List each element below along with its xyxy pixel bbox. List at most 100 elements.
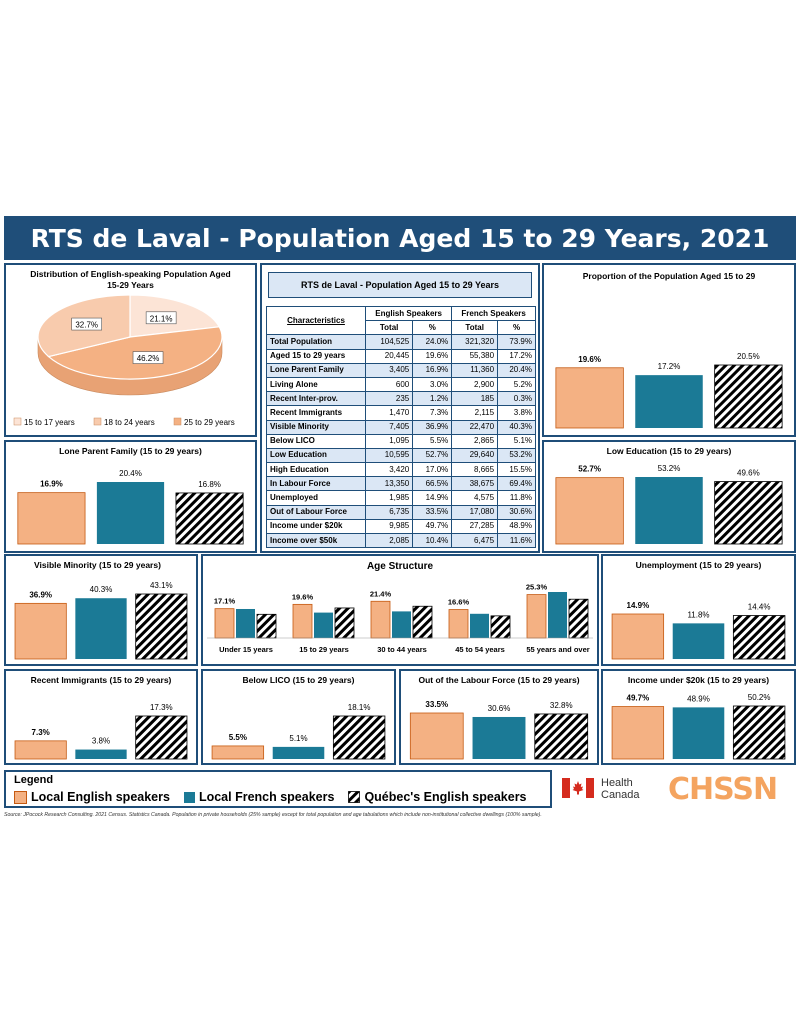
table-cell-fr-total: 6,475 xyxy=(451,532,499,549)
age-data-label: 25.3% xyxy=(526,583,548,592)
table-cell-en-pct: 1.2% xyxy=(412,391,453,407)
data-label: 16.9% xyxy=(40,480,63,489)
proportion-panel: Proportion of the Population Aged 15 to … xyxy=(542,263,796,437)
recent-immigrants-chart: 7.3% 3.8% 17.3% xyxy=(14,703,188,760)
table-cell-fr-total: 2,900 xyxy=(451,376,499,393)
bar-quebec xyxy=(135,593,188,660)
data-label: 5.1% xyxy=(289,734,307,743)
table-cell-en-pct: 19.6% xyxy=(412,348,453,364)
health-canada-line1: Health xyxy=(601,777,633,789)
visible-minority-title: Visible Minority (15 to 29 years) xyxy=(34,560,161,570)
pie-legend-swatch xyxy=(13,417,22,426)
table-cell-fr-total: 11,360 xyxy=(451,362,499,378)
bar-english xyxy=(211,745,265,760)
below-lico-chart: 5.5% 5.1% 18.1% xyxy=(211,703,386,760)
low-education-title: Low Education (15 to 29 years) xyxy=(606,446,732,456)
legend-quebec-label: Québec's English speakers xyxy=(364,790,527,804)
table-cell-fr-pct: 73.9% xyxy=(497,334,536,350)
low-education-panel: Low Education (15 to 29 years) 52.7% 53.2… xyxy=(542,440,796,553)
age-bar-french xyxy=(392,611,411,638)
table-cell-label: Low Education xyxy=(266,447,366,464)
table-row: Total Population 104,525 24.0% 321,320 73.9% xyxy=(266,334,536,350)
table-cell-en-pct: 49.7% xyxy=(412,518,453,535)
table-cell-en-pct: 10.4% xyxy=(412,532,453,549)
table-cell-fr-pct: 0.3% xyxy=(497,391,536,407)
bar-english xyxy=(611,613,665,660)
proportion-title: Proportion of the Population Aged 15 to … xyxy=(582,271,756,281)
table-row: Out of Labour Force 6,735 33.5% 17,080 30.6% xyxy=(266,504,536,520)
table-cell-label: Total Population xyxy=(266,334,366,350)
pie-legend-swatch xyxy=(173,417,182,426)
table-cell-en-total: 20,445 xyxy=(364,348,414,364)
bar-quebec xyxy=(175,492,244,545)
table-cell-fr-pct: 17.2% xyxy=(497,348,536,364)
pie-legend-label: 15 to 17 years xyxy=(24,418,75,427)
table-cell-fr-pct: 40.3% xyxy=(497,419,536,435)
table-cell-en-total: 235 xyxy=(364,391,414,407)
unemployment-title: Unemployment (15 to 29 years) xyxy=(635,560,762,570)
table-cell-en-total: 3,420 xyxy=(364,462,414,478)
legend: Legend Local English speakers Local Fren… xyxy=(4,770,552,808)
legend-french-swatch xyxy=(183,791,195,803)
age-data-label: 17.1% xyxy=(214,597,236,606)
table-cell-en-total: 600 xyxy=(364,376,414,393)
pie-panel: Distribution of English-speaking Populat… xyxy=(4,263,257,437)
table-cell-en-total: 9,985 xyxy=(364,518,414,535)
out-labour-panel: Out of the Labour Force (15 to 29 years)… xyxy=(399,669,599,765)
table-cell-fr-pct: 3.8% xyxy=(497,405,536,421)
table-cell-fr-total: 4,575 xyxy=(451,490,499,506)
table-cell-fr-total: 17,080 xyxy=(451,504,499,520)
data-label: 14.9% xyxy=(627,601,650,610)
health-canada-logo: Health Canada xyxy=(601,777,640,801)
col-fr-pct: % xyxy=(497,320,536,336)
age-structure-chart: 17.1% Under 15 years 19.6% 15 to 29 years 21… xyxy=(207,583,593,654)
proportion-chart: 19.6% 17.2% 20.5% xyxy=(555,352,783,429)
table-cell-en-pct: 24.0% xyxy=(412,334,453,350)
table-cell-en-pct: 36.9% xyxy=(412,419,453,435)
age-bar-quebec xyxy=(334,607,355,639)
table-cell-fr-total: 55,380 xyxy=(451,348,499,364)
bar-quebec xyxy=(732,705,786,760)
income-20k-panel: Income under $20k (15 to 29 years) 49.7%… xyxy=(601,669,796,765)
chssn-logo: CHSSN xyxy=(668,772,778,807)
pie-data-label: 21.1% xyxy=(150,314,173,323)
table-cell-label: Out of Labour Force xyxy=(266,504,366,520)
data-label: 52.7% xyxy=(578,465,601,474)
data-label: 20.4% xyxy=(119,469,142,478)
table-cell-fr-total: 38,675 xyxy=(451,476,499,492)
lone-parent-panel: Lone Parent Family (15 to 29 years) 16.9… xyxy=(4,440,257,553)
table-cell-en-total: 104,525 xyxy=(364,334,414,350)
table-cell-fr-pct: 53.2% xyxy=(497,447,536,464)
table-cell-fr-pct: 69.4% xyxy=(497,476,536,492)
pie-legend-label: 25 to 29 years xyxy=(184,418,235,427)
table-cell-fr-pct: 5.2% xyxy=(497,376,536,393)
table-cell-label: Lone Parent Family xyxy=(266,362,366,378)
table-cell-label: In Labour Force xyxy=(266,476,366,492)
table-cell-label: Income under $20k xyxy=(266,518,366,535)
age-category-label: 15 to 29 years xyxy=(299,645,349,654)
bar-french xyxy=(472,716,526,759)
data-label: 40.3% xyxy=(90,585,113,594)
infographic: RTS de Laval - Population Aged 15 to 29 … xyxy=(4,216,796,820)
table-cell-label: Income over $50k xyxy=(266,532,366,549)
out-labour-chart: 33.5% 30.6% 32.8% xyxy=(409,700,589,760)
table-row: Visible Minority 7,405 36.9% 22,470 40.3% xyxy=(266,419,536,435)
table-row: In Labour Force 13,350 66.5% 38,675 69.4% xyxy=(266,476,536,492)
table-cell-fr-total: 2,865 xyxy=(451,433,499,449)
age-bar-english xyxy=(214,608,235,639)
table-cell-en-total: 1,470 xyxy=(364,405,414,421)
table-cell-en-pct: 16.9% xyxy=(412,362,453,378)
table-cell-en-total: 10,595 xyxy=(364,447,414,464)
pie-title-line2: 15-29 Years xyxy=(107,280,154,290)
bar-english xyxy=(14,740,67,760)
table-cell-label: Recent Immigrants xyxy=(266,405,366,421)
bar-english xyxy=(555,477,624,545)
table-cell-en-total: 1,095 xyxy=(364,433,414,449)
source-note: Source: JPocock Research Consulting. 202… xyxy=(4,812,542,818)
age-bar-french xyxy=(548,592,567,638)
data-label: 53.2% xyxy=(658,464,681,473)
age-bar-french xyxy=(314,612,333,638)
table-cell-fr-total: 321,320 xyxy=(451,334,499,350)
lone-parent-chart: 16.9% 20.4% 16.8% xyxy=(17,469,244,545)
bar-french xyxy=(635,477,703,544)
